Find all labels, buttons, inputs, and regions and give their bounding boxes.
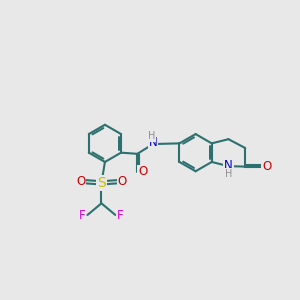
Text: O: O (76, 175, 85, 188)
Text: F: F (117, 209, 124, 222)
Text: O: O (138, 166, 147, 178)
Text: H: H (225, 169, 232, 178)
Text: N: N (224, 159, 233, 172)
Text: O: O (262, 160, 271, 173)
Text: N: N (149, 136, 158, 149)
Text: H: H (148, 131, 155, 141)
Text: O: O (118, 175, 127, 188)
Text: F: F (79, 209, 86, 222)
Text: S: S (97, 176, 106, 190)
